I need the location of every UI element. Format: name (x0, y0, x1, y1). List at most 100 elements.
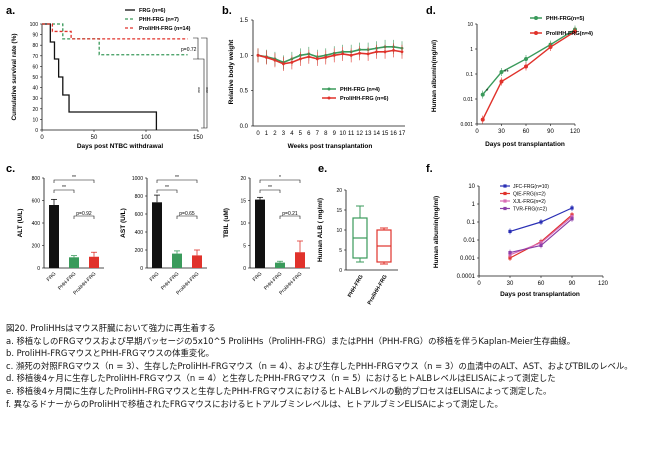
panel-d-xtick-label: 120 (570, 129, 581, 135)
panel-f-xlabel: Days post transplantation (500, 291, 580, 298)
panel-b-xtick-label: 12 (356, 131, 363, 137)
panel-d-xtick-label: 0 (475, 129, 479, 135)
panel-c-ytick-label: 400 (32, 221, 41, 227)
panel-b-xtick-label: 16 (390, 131, 397, 137)
panel-a-xtick-label: 50 (91, 135, 98, 141)
panel-c-bar (275, 262, 285, 268)
panel-c-bar (152, 202, 162, 268)
panel-c-ytick-label: 200 (32, 244, 41, 250)
panel-c-bar (172, 253, 182, 268)
panel-c-ytick-label: 200 (135, 248, 144, 254)
panel-c-pvalue: p=0.65 (179, 211, 195, 217)
panel-f-point (508, 250, 512, 255)
panel-b-point (375, 50, 378, 54)
panel-c-ytick-label: 0 (243, 266, 246, 272)
panel-f-ytick-label: 10 (468, 184, 475, 190)
panel-d-star-1: * (486, 89, 489, 95)
panel-d-point (499, 79, 504, 84)
panel-c-ylabel: AST (U/L) (120, 208, 127, 238)
panel-d-xtick-label: 30 (498, 129, 505, 135)
panel-c-bracket (279, 215, 301, 219)
panel-c-bar (295, 252, 305, 268)
panel-d-ytick-label: 1 (470, 47, 473, 53)
panel-c-ytick-label: 800 (135, 194, 144, 200)
panel-d-point (548, 45, 553, 50)
panel-d-point (480, 92, 485, 97)
panel-b-point (290, 61, 294, 64)
panel-b-xtick-label: 10 (339, 131, 346, 137)
panel-c-ylabel: TBIL (uM) (223, 208, 230, 238)
panel-f-xtick-label: 30 (507, 281, 514, 287)
panel-e-ytick-label: 20 (336, 188, 342, 194)
panel-b-point (392, 48, 395, 52)
panel-c-ytick-label: 10 (240, 221, 246, 227)
panel-c-bar (192, 255, 202, 268)
panel-d-point (524, 64, 528, 69)
panel-b-ytick-label: 1.5 (240, 18, 249, 24)
panel-f-legend-label: JFC-FRG(n=10) (513, 184, 549, 190)
panel-a-xtick-label: 100 (141, 135, 152, 141)
panel-c-xtick-label: FRG (149, 271, 161, 283)
panel-f-point (508, 256, 512, 260)
panel-b-xlabel: Weeks post transplantation (288, 143, 373, 150)
panel-c-stars: ** (268, 185, 272, 191)
panel-d-xlabel: Days post transplantation (485, 141, 565, 148)
panel-b-ytick-label: 0.0 (240, 124, 249, 130)
panel-b-point (400, 50, 404, 54)
caption-line-d: d. 移植後4ヶ月に生存したProliHH-FRGマウス（n = 4）と生存した… (6, 373, 556, 384)
caption-title: 図20. ProliHHsはマウス肝臓において強力に再生着する (6, 323, 216, 333)
panel-letter-e: e. (318, 163, 327, 175)
panel-e-ytick-label: 10 (336, 228, 342, 234)
panel-f-point (508, 229, 512, 234)
panel-d-star-2: ** (504, 70, 509, 76)
panel-f-legend-marker (503, 199, 507, 203)
panel-c-stars: ** (175, 175, 179, 181)
panel-b-ytick-label: 0.5 (240, 89, 249, 95)
panel-c-xtick-label: FRG (46, 271, 58, 283)
panel-b-point (298, 57, 302, 61)
panel-c-xtick-label: FRG (252, 271, 264, 283)
caption-line-a: a. 移植なしのFRGマウスおよび早期パッセージの5x10^5 ProliHHs… (6, 335, 576, 346)
panel-f-xtick-label: 60 (538, 281, 545, 287)
panel-c-xtick-label: PHH-FRG (57, 271, 77, 291)
caption-line-b: b. ProliHH-FRGマウスとPHH-FRGマウスの体重変化。 (6, 348, 214, 359)
panel-b-point (332, 53, 336, 57)
panel-d-series-line (482, 30, 576, 120)
panel-b-point (349, 53, 353, 57)
panel-a-ytick-label: 60 (32, 64, 38, 70)
panel-e-ytick-label: 0 (339, 268, 342, 274)
panel-b-point (307, 55, 311, 59)
panel-b-point (366, 52, 370, 56)
panel-d-albumin-chart: Human albumin(mg/ml) Days post transplan… (431, 16, 593, 148)
panel-b-point (265, 56, 268, 59)
panel-c-stars: ** (62, 185, 66, 191)
panel-e-ytick-label: 5 (339, 248, 342, 254)
panel-c-ylabel: ALT (U/L) (17, 209, 24, 238)
panel-f-ytick-label: 0.1 (467, 220, 476, 226)
panel-c-xtick-label: PHH-FRG (160, 271, 180, 291)
panel-letter-b: b. (222, 5, 232, 17)
panel-b-xtick-label: 14 (373, 131, 380, 137)
panel-f-xtick-label: 90 (569, 281, 576, 287)
panel-b-xtick-label: 11 (348, 131, 355, 137)
panel-b-point (383, 50, 387, 54)
panel-c-bracket (53, 189, 75, 193)
panel-b-xtick-label: 9 (333, 131, 337, 137)
panel-f-legend-marker (503, 206, 507, 211)
panel-c-bar (255, 199, 265, 268)
panel-a-stars-1: *** (206, 87, 212, 93)
panel-a-stars-2: *** (198, 87, 204, 93)
panel-c-ytick-label: 1000 (132, 176, 143, 182)
panel-d-ytick-label: 0.001 (460, 122, 473, 128)
panel-c-ytick-label: 20 (240, 176, 246, 182)
panel-c-ytick-label: 0 (140, 266, 143, 272)
panel-e-ylabel: Human ALB ( mg/ml) (317, 198, 324, 262)
panel-a-ytick-label: 100 (30, 22, 39, 28)
panel-e-xtick-label: ProliHH-FRG (367, 274, 389, 306)
panel-c-bar (69, 257, 79, 268)
panel-e-xtick-label: PHH-FRG (347, 274, 365, 299)
panel-a-ytick-label: 20 (32, 107, 38, 113)
panel-f-point (539, 243, 543, 248)
panel-c-stars: ** (72, 175, 76, 181)
